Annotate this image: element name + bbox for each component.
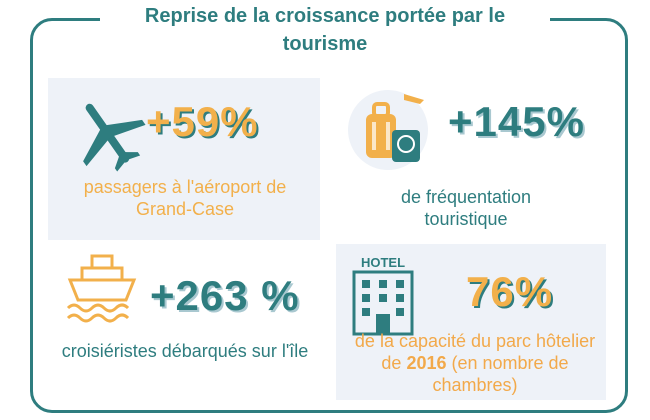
luggage-passport-icon [348, 90, 428, 170]
stat-hotel-label: de la capacité du parc hôtelier de 2016 … [350, 330, 600, 396]
card-tourism: +145% de fréquentation touristique [336, 78, 606, 240]
infographic-title: Reprise de la croissance portée par le t… [100, 2, 550, 58]
stat-airport-label: passagers à l'aéroport de Grand-Case [83, 177, 287, 219]
stat-hotel-label-before: de la capacité du parc hôtelier de [354, 331, 596, 373]
stat-tourism-label: de fréquentation touristique [400, 187, 532, 229]
card-hotel: HOTEL 76% de la capacité du parc hôtelie… [336, 244, 606, 400]
hotel-sign-text: HOTEL [361, 255, 405, 270]
card-cruise: +263 % croisiéristes débarqués sur l'île [48, 244, 320, 404]
stat-hotel-label-after: (en nombre de chambres) [432, 353, 569, 395]
cruise-ship-icon [66, 254, 137, 323]
hotel-icon: HOTEL [352, 255, 414, 336]
stat-cruise-value: +263 % [150, 272, 300, 319]
stat-tourism-value: +145% [448, 98, 585, 145]
stat-hotel-value: 76% [466, 268, 554, 315]
airplane-icon [83, 103, 146, 172]
stat-cruise-label: croisiéristes débarqués sur l'île [61, 341, 309, 361]
stat-hotel-label-year: 2016 [406, 353, 447, 373]
card-airport: +59% passagers à l'aéroport de Grand-Cas… [48, 78, 320, 240]
stat-airport-value: +59% [146, 98, 259, 145]
